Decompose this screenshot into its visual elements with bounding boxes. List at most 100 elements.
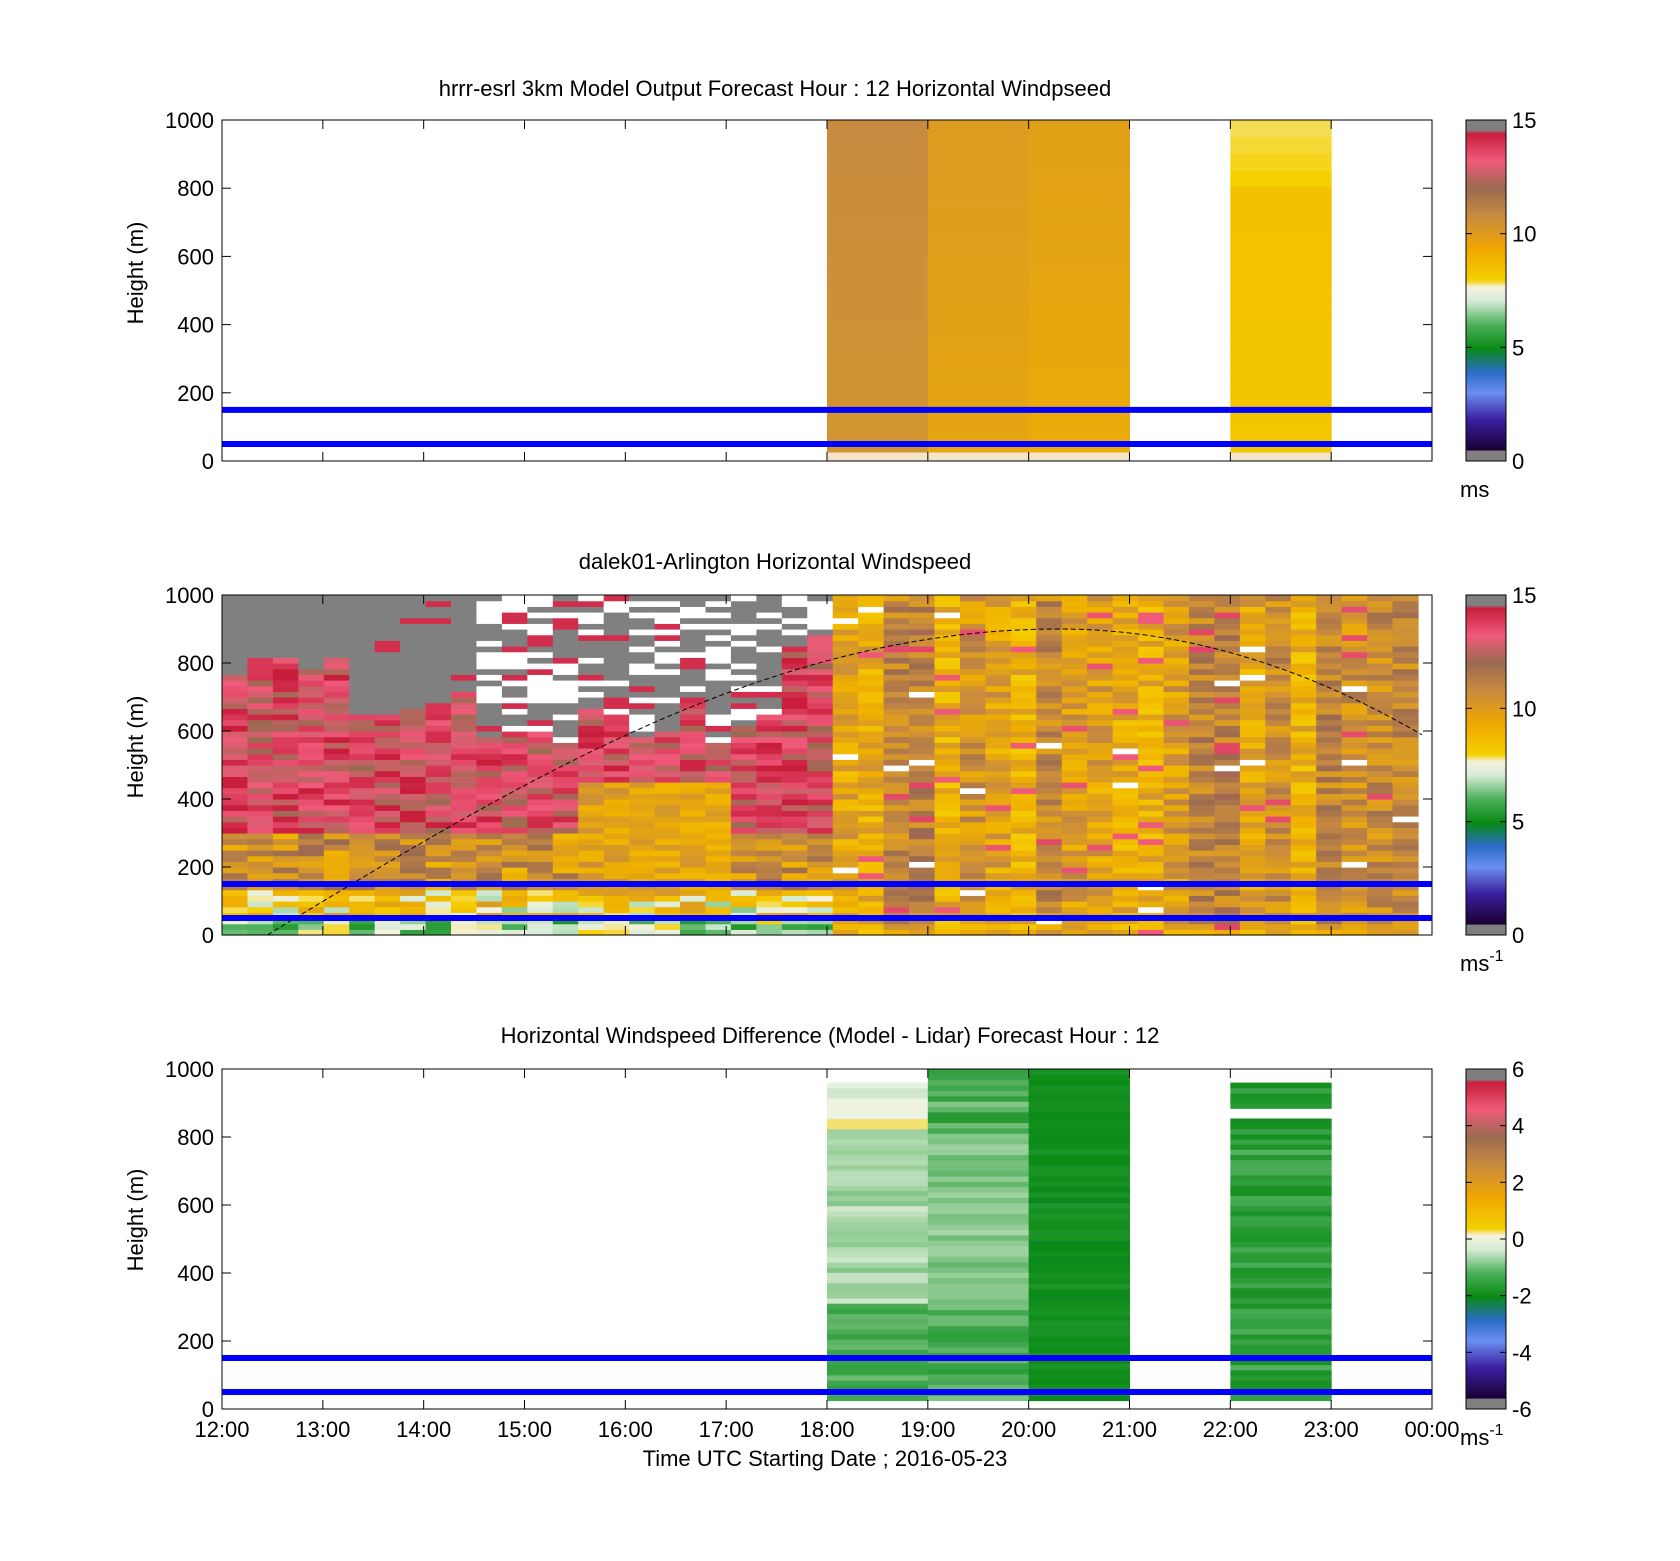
lidar-cell — [552, 680, 579, 687]
lidar-cell — [756, 714, 783, 721]
lidar-cell — [959, 719, 987, 726]
lidar-cell — [1188, 833, 1216, 840]
lidar-cell — [756, 929, 783, 936]
lidar-cell — [832, 719, 859, 726]
lidar-cell — [374, 595, 401, 602]
lidar-cell — [272, 623, 299, 630]
model-cell — [927, 169, 1030, 187]
lidar-cell — [222, 595, 249, 602]
lidar-cell — [654, 821, 681, 828]
lidar-cell — [1290, 906, 1317, 913]
lidar-cell — [832, 821, 859, 828]
difference-cell — [827, 1082, 929, 1089]
difference-cell — [1028, 1165, 1130, 1172]
difference-cell — [927, 1181, 1030, 1188]
lidar-cell — [756, 697, 783, 704]
lidar-cell — [680, 634, 707, 641]
lidar-cell — [1265, 680, 1292, 687]
lidar-cell — [909, 691, 936, 698]
lidar-cell — [349, 906, 376, 913]
difference-cell — [927, 1213, 1030, 1220]
lidar-cell — [476, 748, 503, 755]
lidar-cell — [552, 606, 579, 613]
lidar-cell — [1214, 827, 1241, 834]
lidar-cell — [222, 640, 249, 647]
lidar-cell — [1112, 821, 1139, 828]
lidar-cell — [603, 697, 630, 704]
lidar-cell — [934, 646, 961, 653]
lidar-cell — [1316, 702, 1343, 709]
lidar-cell — [705, 833, 732, 840]
lidar-cell — [1290, 668, 1317, 675]
lidar-cell — [1138, 923, 1165, 930]
lidar-cell — [756, 821, 783, 828]
lidar-cell — [298, 668, 325, 675]
lidar-cell — [298, 895, 325, 902]
model-cell — [927, 319, 1030, 337]
lidar-cell — [374, 929, 401, 936]
lidar-cell — [451, 742, 478, 749]
lidar-cell — [1341, 895, 1368, 902]
lidar-cell — [1112, 714, 1139, 721]
lidar-cell — [730, 742, 757, 749]
lidar-cell — [1112, 691, 1139, 698]
difference-cell — [827, 1185, 929, 1191]
lidar-cell — [1138, 629, 1165, 636]
lidar-cell — [1087, 855, 1114, 862]
model-cell — [1230, 252, 1332, 271]
lidar-cell — [578, 651, 605, 658]
difference-cell — [927, 1218, 1030, 1225]
difference-cell — [827, 1277, 929, 1284]
lidar-cell — [832, 657, 859, 664]
lidar-cell — [629, 872, 656, 879]
lidar-cell — [858, 816, 885, 823]
lidar-cell — [272, 714, 299, 721]
lidar-cell — [730, 838, 757, 845]
lidar-cell — [1290, 708, 1317, 715]
lidar-cell — [1061, 725, 1088, 732]
lidar-cell — [1367, 753, 1394, 760]
lidar-cell — [654, 867, 681, 874]
lidar-cell — [1367, 782, 1394, 789]
lidar-cell — [756, 719, 783, 726]
lidar-cell — [654, 663, 681, 670]
difference-cell — [827, 1338, 929, 1345]
lidar-cell — [959, 799, 987, 806]
lidar-cell — [1392, 867, 1419, 874]
lidar-cell — [1341, 646, 1368, 653]
lidar-cell — [934, 867, 961, 874]
lidar-cell — [527, 816, 554, 823]
lidar-cell — [1265, 799, 1292, 806]
lidar-cell — [1239, 759, 1266, 766]
lidar-cell — [349, 838, 376, 845]
lidar-cell — [1138, 748, 1165, 755]
lidar-cell — [1087, 821, 1114, 828]
lidar-cell — [400, 691, 427, 698]
model-cell — [1028, 219, 1130, 237]
difference-cell — [1230, 1087, 1332, 1094]
lidar-cell — [1163, 776, 1190, 783]
lidar-cell — [323, 827, 350, 834]
lidar-cell — [323, 884, 350, 891]
lidar-cell — [1061, 816, 1088, 823]
lidar-cell — [603, 674, 630, 681]
lidar-cell — [578, 782, 605, 789]
lidar-cell — [756, 827, 783, 834]
lidar-cell — [1239, 782, 1266, 789]
lidar-cell — [1188, 787, 1216, 794]
lidar-cell — [909, 606, 936, 613]
lidar-cell — [1163, 606, 1190, 613]
lidar-cell — [1265, 844, 1292, 851]
lidar-cell — [934, 872, 961, 879]
lidar-cell — [578, 612, 605, 619]
lidar-cell — [858, 770, 885, 777]
lidar-cell — [501, 623, 528, 630]
lidar-cell — [527, 629, 554, 636]
lidar-cell — [603, 646, 630, 653]
lidar-cell — [1061, 736, 1088, 743]
lidar-cell — [298, 600, 325, 607]
lidar-cell — [222, 867, 249, 874]
lidar-cell — [654, 855, 681, 862]
lidar-cell — [858, 640, 885, 647]
